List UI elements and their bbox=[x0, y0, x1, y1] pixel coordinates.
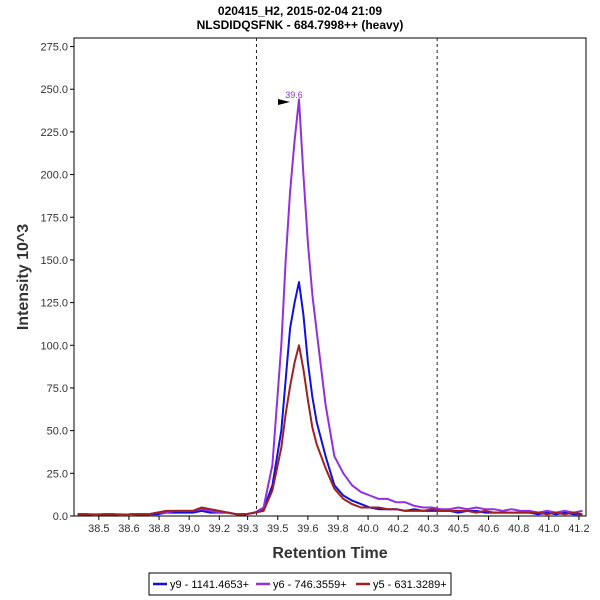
x-tick-label: 39.8 bbox=[327, 523, 348, 535]
y-tick-label: 150.0 bbox=[40, 255, 68, 267]
peak-label: 39.6 bbox=[285, 90, 303, 100]
legend-label-y6: y6 - 746.3559+ bbox=[273, 579, 347, 591]
x-axis-title: Retention Time bbox=[272, 545, 387, 562]
plot-area bbox=[73, 37, 587, 517]
y-tick-label: 175.0 bbox=[40, 212, 68, 224]
y-tick-label: 50.0 bbox=[47, 426, 68, 438]
chart-title: 020415_H2, 2015-02-04 21:09 bbox=[218, 4, 382, 18]
series-line-2 bbox=[77, 344, 583, 517]
legend: y9 - 1141.4653+ y6 - 746.3559+ y5 - 631.… bbox=[148, 572, 452, 596]
x-tick-label: 40.0 bbox=[357, 523, 378, 535]
y-tick-label: 225.0 bbox=[40, 127, 68, 139]
y-tick-label: 25.0 bbox=[47, 468, 68, 480]
peak-marker-icon bbox=[278, 99, 290, 105]
series-lines bbox=[77, 98, 583, 517]
x-tick-label: 40.3 bbox=[418, 523, 439, 535]
series-line-1 bbox=[77, 98, 583, 517]
x-tick-label: 39.2 bbox=[209, 523, 230, 535]
chart-subtitle: NLSDIDQSFNK - 684.7998++ (heavy) bbox=[197, 18, 404, 32]
x-tick-label: 39.5 bbox=[267, 523, 288, 535]
x-tick-label: 38.6 bbox=[118, 523, 139, 535]
x-tick-label: 38.5 bbox=[88, 523, 109, 535]
y-tick-label: 275.0 bbox=[40, 42, 68, 54]
x-axis-ticks: 38.5 38.6 38.8 39.0 39.2 39.3 39.5 39.6 39.8 40.0… bbox=[88, 516, 590, 535]
y-axis-title: Intensity 10^3 bbox=[15, 224, 32, 330]
y-axis-ticks: 0.0 25.0 50.0 75.0 100.0 125.0 150.0 175.0 200.0… bbox=[40, 42, 74, 523]
x-tick-label: 39.6 bbox=[297, 523, 318, 535]
y-tick-label: 200.0 bbox=[40, 170, 68, 182]
legend-box bbox=[148, 572, 452, 596]
x-tick-label: 39.0 bbox=[178, 523, 199, 535]
x-tick-label: 40.6 bbox=[478, 523, 499, 535]
legend-label-y9: y9 - 1141.4653+ bbox=[170, 579, 249, 591]
x-tick-label: 40.8 bbox=[508, 523, 529, 535]
y-tick-label: 100.0 bbox=[40, 340, 68, 352]
peak-boundaries bbox=[255, 38, 438, 516]
legend-label-y5: y5 - 631.3289+ bbox=[373, 579, 447, 591]
x-tick-label: 39.3 bbox=[237, 523, 258, 535]
x-tick-label: 40.2 bbox=[387, 523, 408, 535]
y-tick-label: 125.0 bbox=[40, 298, 68, 310]
y-tick-label: 75.0 bbox=[47, 383, 68, 395]
x-tick-label: 41.0 bbox=[538, 523, 559, 535]
x-tick-label: 40.5 bbox=[448, 523, 469, 535]
y-tick-label: 250.0 bbox=[40, 84, 68, 96]
y-tick-label: 0.0 bbox=[53, 511, 68, 523]
x-tick-label: 41.2 bbox=[568, 523, 589, 535]
x-tick-label: 38.8 bbox=[148, 523, 169, 535]
